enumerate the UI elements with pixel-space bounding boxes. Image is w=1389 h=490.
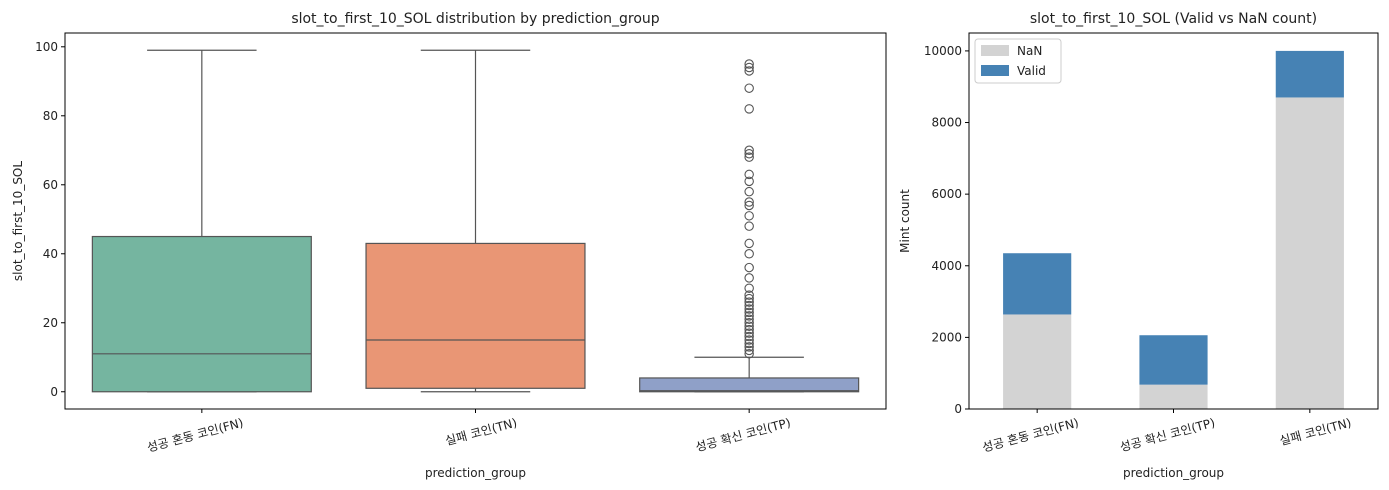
outlier-point (744, 186, 754, 197)
y-tick-label: 20 (43, 316, 58, 330)
outlier-point (744, 283, 754, 294)
x-tick-label: 실패 코인(TN) (1278, 416, 1353, 449)
bar-chart-title: slot_to_first_10_SOL (Valid vs NaN count… (1030, 11, 1317, 27)
outlier-point (744, 300, 754, 311)
outlier-point (744, 297, 754, 307)
x-tick-label: 실패 코인(TN) (444, 416, 519, 449)
outlier-point (744, 335, 754, 345)
bar-chart-x-axis-label: prediction_group (1123, 466, 1224, 480)
outlier-point (744, 148, 754, 159)
outlier-point (744, 145, 754, 156)
outlier-point (744, 104, 754, 114)
bar-nan-0 (1003, 314, 1072, 409)
outlier-point (744, 262, 754, 273)
outlier-point (744, 338, 754, 349)
bar-valid-0 (1003, 253, 1072, 315)
y-tick-label: 0 (954, 402, 962, 416)
y-tick-label: 100 (35, 40, 58, 54)
y-tick-label: 8000 (931, 116, 962, 130)
bar-chart-area (1003, 50, 1344, 409)
bar-chart-y-ticks: 0 2000 4000 6000 8000 10000 (924, 44, 969, 416)
iqr-box (91, 235, 312, 393)
outlier-point (744, 62, 754, 73)
iqr-box (639, 377, 860, 393)
box-1 (365, 49, 586, 393)
box-plot-chart: slot_to_first_10_SOL distribution by pre… (11, 11, 887, 480)
outlier-point (744, 290, 754, 300)
stacked-bar-chart: slot_to_first_10_SOL (Valid vs NaN count… (898, 11, 1379, 480)
outlier-point (744, 221, 754, 231)
box-0 (91, 49, 312, 393)
bar-nan-1 (1139, 384, 1208, 409)
bar-valid-1 (1139, 335, 1208, 385)
x-tick-label: 성공 혼동 코인(FN) (981, 416, 1080, 455)
bar-valid-2 (1275, 50, 1344, 98)
box-2 (639, 59, 860, 393)
outlier-point (744, 307, 754, 318)
outlier-point (744, 328, 754, 338)
box-plot-x-axis-label: prediction_group (425, 466, 526, 480)
y-tick-label: 0 (50, 385, 58, 399)
outlier-point (744, 331, 754, 342)
box-plot-area (91, 49, 860, 393)
y-tick-label: 10000 (924, 44, 962, 58)
outlier-point (744, 176, 754, 187)
legend-label-nan: NaN (1017, 44, 1042, 58)
bar-nan-2 (1275, 97, 1344, 409)
outlier-point (744, 59, 754, 69)
y-tick-label: 6000 (931, 187, 962, 201)
outlier-point (744, 314, 754, 325)
box-plot-y-ticks: 0 20 40 60 80 100 (35, 40, 65, 399)
box-plot-title: slot_to_first_10_SOL distribution by pre… (291, 11, 659, 27)
legend-swatch-valid (981, 65, 1009, 76)
outlier-point (744, 311, 754, 321)
outlier-point (744, 318, 754, 328)
y-tick-label: 40 (43, 247, 58, 261)
outlier-point (744, 273, 754, 283)
outlier-point (744, 169, 754, 180)
bar-chart-y-axis-label: Mint count (898, 189, 912, 253)
outlier-point (744, 349, 754, 359)
outlier-point (744, 197, 754, 207)
box-plot-x-ticks: 성공 혼동 코인(FN) 실패 코인(TN) 성공 확신 코인(TP) (145, 409, 792, 455)
y-tick-label: 2000 (931, 330, 962, 344)
outlier-point (744, 249, 754, 259)
outlier-point (744, 211, 754, 221)
y-tick-label: 60 (43, 178, 58, 192)
outlier-point (744, 342, 754, 352)
y-tick-label: 4000 (931, 259, 962, 273)
outlier-point (744, 200, 754, 211)
outlier-point (744, 83, 754, 93)
x-tick-label: 성공 확신 코인(TP) (694, 416, 792, 455)
box-plot-y-axis-label: slot_to_first_10_SOL (11, 161, 25, 281)
outlier-point (744, 324, 754, 335)
outlier-point (744, 293, 754, 304)
x-tick-label: 성공 확신 코인(TP) (1118, 416, 1216, 455)
outlier-point (744, 345, 754, 356)
outlier-point (744, 238, 754, 249)
bar-chart-x-ticks: 성공 혼동 코인(FN) 성공 확신 코인(TP) 실패 코인(TN) (981, 409, 1353, 455)
legend-label-valid: Valid (1017, 64, 1046, 78)
outlier-point (744, 152, 754, 162)
legend-swatch-nan (981, 45, 1009, 56)
bar-chart-legend: NaN Valid (974, 38, 1062, 84)
x-tick-label: 성공 혼동 코인(FN) (145, 416, 244, 455)
outlier-point (744, 66, 754, 76)
outlier-point (744, 304, 754, 314)
y-tick-label: 80 (43, 109, 58, 123)
iqr-box (365, 242, 586, 389)
outlier-point (744, 321, 754, 331)
